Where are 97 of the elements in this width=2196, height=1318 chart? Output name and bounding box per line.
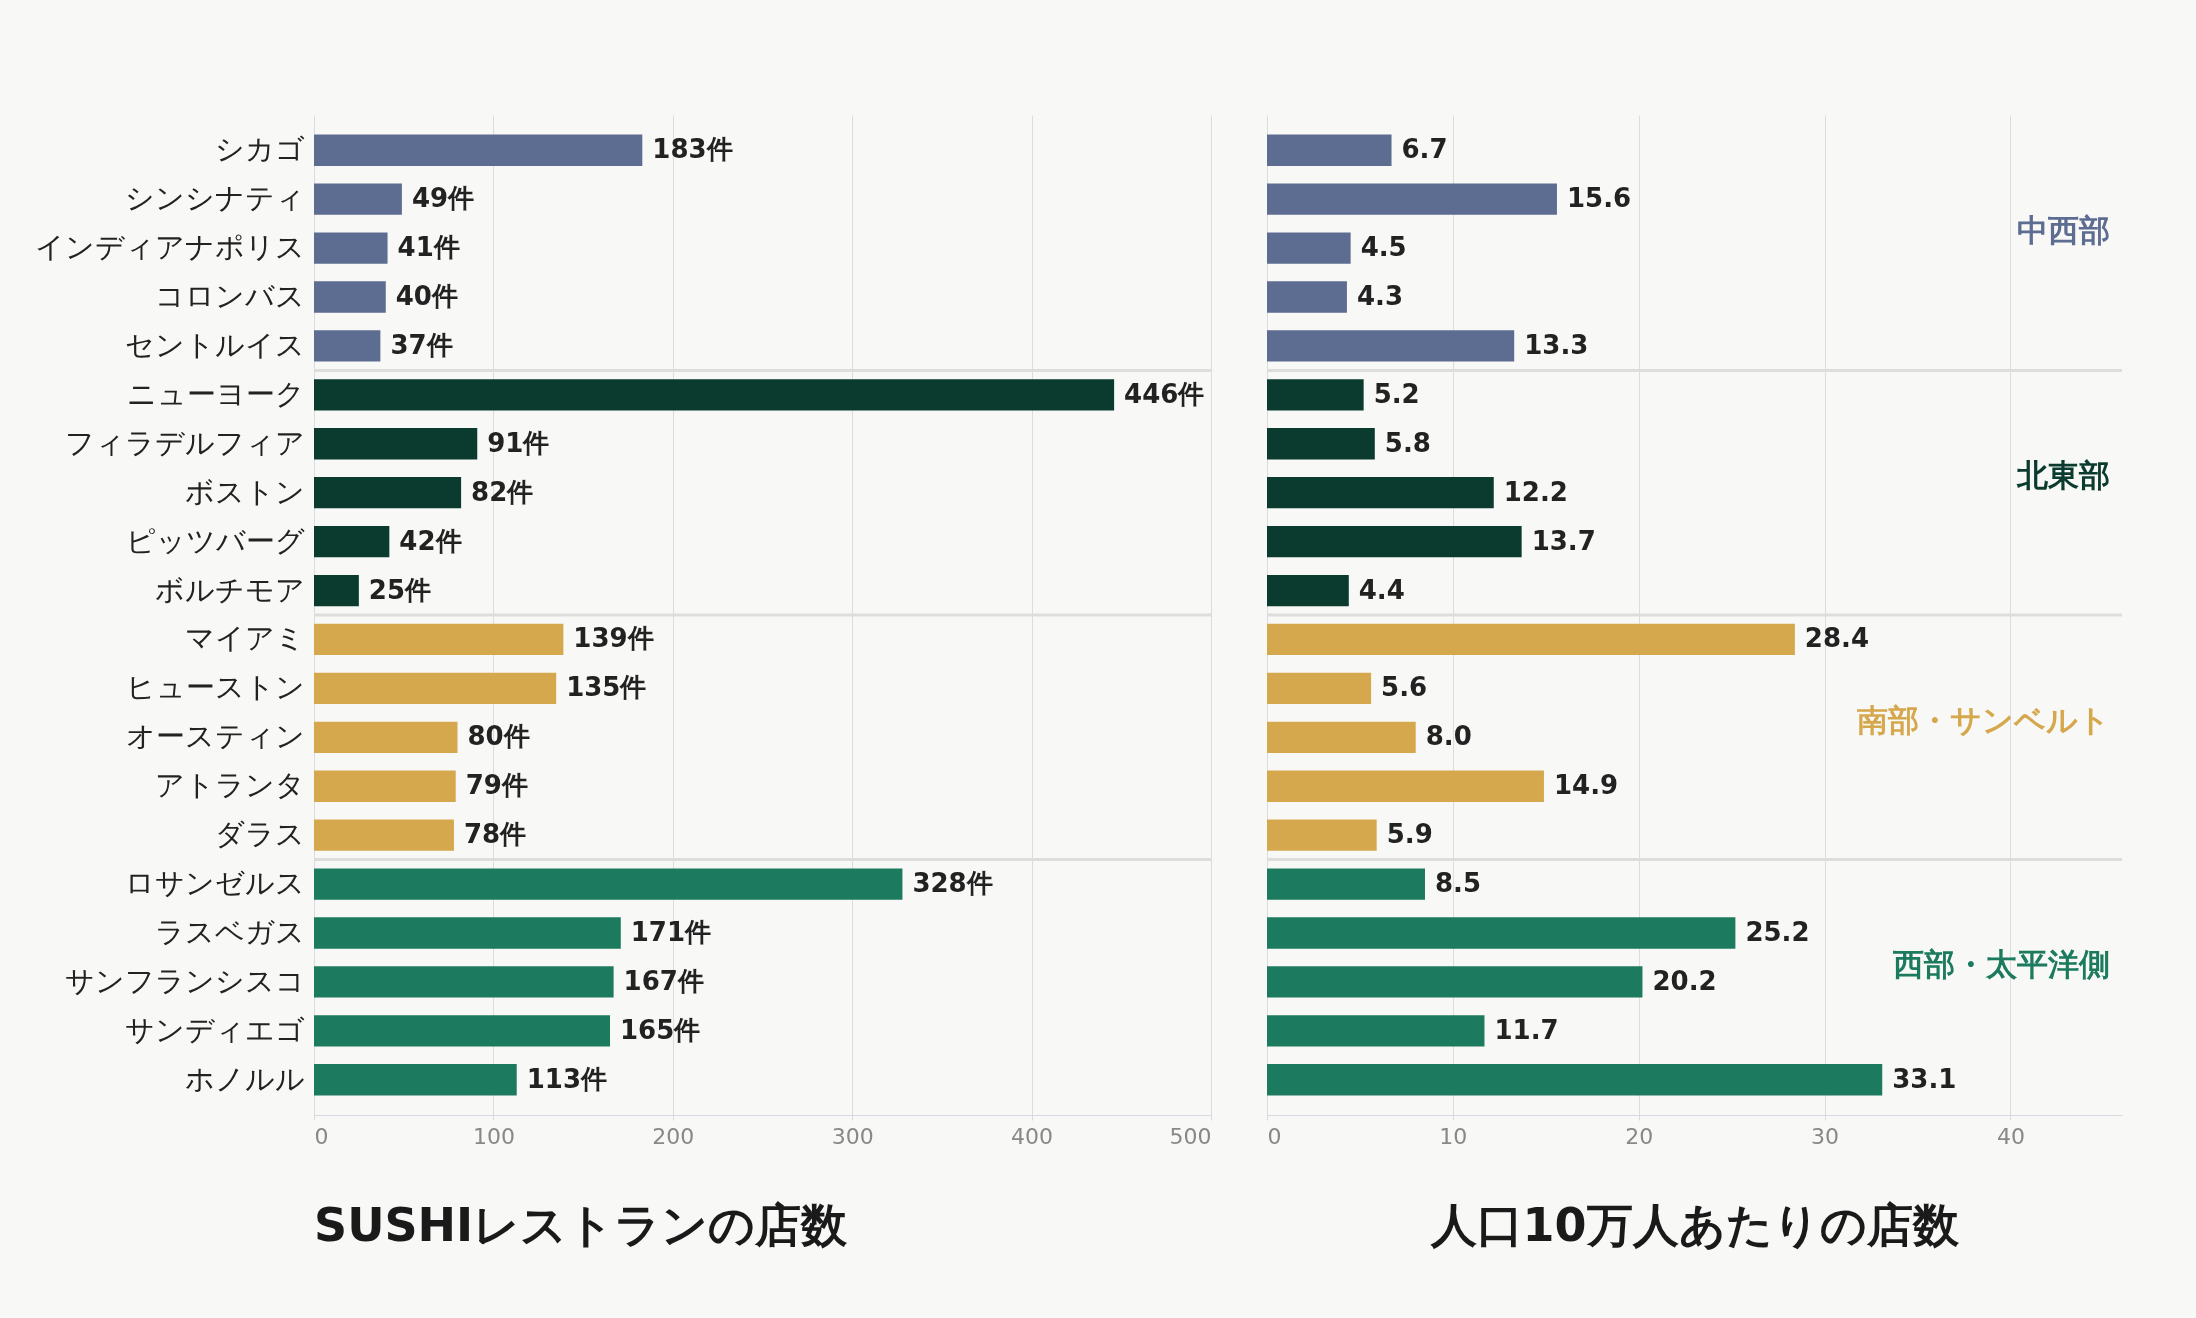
data-label: 15.6: [1566, 183, 1632, 214]
x-tick-label: 30: [1811, 1123, 1840, 1149]
data-label: 4.3: [1356, 281, 1403, 311]
bar: [1267, 525, 1522, 558]
data-label: 5.6: [1381, 672, 1428, 703]
y-tick-label: ダラス: [214, 817, 305, 852]
data-label: 165件: [620, 1014, 701, 1045]
data-label: 49件: [411, 183, 475, 214]
bar: [1267, 966, 1643, 998]
data-label: 171件: [630, 917, 712, 947]
y-tick-label: セントルイス: [124, 327, 305, 362]
data-label: 5.8: [1384, 427, 1431, 458]
x-tick-label: 200: [652, 1123, 695, 1149]
data-label: 37件: [390, 329, 453, 360]
data-label: 91件: [487, 427, 550, 458]
y-tick-label: ラスベガス: [154, 915, 305, 949]
data-label: 8.5: [1434, 868, 1482, 899]
text: 北東部: [2016, 457, 2110, 494]
data-label: 113件: [526, 1063, 607, 1094]
data-label: 167件: [623, 965, 704, 996]
y-tick-label: フィラデルフィア: [64, 425, 305, 460]
data-label: 446件: [1124, 378, 1205, 409]
x-tick-label: 0: [1267, 1123, 1282, 1149]
data-label: 82件: [471, 476, 534, 507]
data-label: 78件: [463, 819, 527, 850]
bar: [1267, 819, 1377, 851]
text: 人口10万人あたりの店数: [1429, 1198, 1960, 1252]
text: 西部・太平洋側: [1892, 946, 2110, 983]
data-label: 14.9: [1553, 770, 1619, 801]
data-label: 139件: [573, 623, 654, 654]
y-tick-label: コロンバス: [154, 279, 305, 313]
data-label: 20.2: [1652, 965, 1717, 996]
data-label: 13.3: [1524, 329, 1589, 360]
bar: [1267, 917, 1736, 949]
y-tick-label: オースティン: [125, 719, 305, 754]
x-tick-label: 10: [1439, 1123, 1468, 1149]
text: 中西部: [2017, 212, 2110, 249]
x-tick-label: 0: [314, 1123, 329, 1149]
y-tick-label: ピッツバーグ: [125, 523, 305, 558]
data-label: 11.7: [1494, 1014, 1559, 1045]
data-label: 4.4: [1358, 574, 1405, 605]
data-label: 25.2: [1745, 917, 1810, 947]
x-tick-label: 20: [1625, 1123, 1654, 1149]
y-tick-label: ホノルル: [184, 1061, 305, 1096]
text: SUSHIレストランの店数: [314, 1198, 849, 1252]
x-tick-label: 100: [472, 1123, 515, 1149]
data-label: 42件: [399, 525, 462, 556]
y-tick-label: ボストン: [184, 474, 305, 509]
data-label: 4.5: [1360, 232, 1407, 263]
bar: [1267, 623, 1795, 656]
data-label: 6.7: [1401, 134, 1448, 165]
bar: [1267, 379, 1364, 411]
data-label: 135件: [566, 672, 647, 703]
y-tick-label: サンフランシスコ: [64, 963, 305, 998]
y-tick-label: アトランタ: [154, 768, 305, 803]
bar: [1267, 183, 1557, 215]
bar: [1267, 477, 1494, 509]
data-label: 33.1: [1892, 1063, 1957, 1094]
y-tick-label: シカゴ: [214, 132, 305, 167]
y-tick-label: サンディエゴ: [124, 1012, 305, 1047]
bar: [1267, 721, 1416, 753]
data-label: 12.2: [1503, 476, 1568, 507]
y-tick-label: インディアナポリス: [34, 230, 305, 265]
data-label: 328件: [912, 868, 993, 899]
data-label: 8.0: [1425, 721, 1472, 752]
data-label: 40件: [395, 281, 458, 311]
data-label: 79件: [465, 770, 528, 801]
bar: [1267, 232, 1351, 264]
bar: [1267, 770, 1544, 802]
bar: [1267, 574, 1349, 607]
data-label: 25件: [368, 574, 432, 605]
bar: [1267, 1015, 1485, 1047]
data-label: 13.7: [1531, 525, 1596, 556]
y-tick-label: マイアミ: [184, 621, 305, 656]
bar: [1267, 330, 1515, 362]
data-label: 41件: [397, 232, 460, 263]
y-tick-label: ニューヨーク: [126, 376, 305, 411]
y-tick-label: ヒューストン: [125, 670, 305, 705]
y-tick-label: ロサンゼルス: [124, 866, 305, 901]
data-label: 80件: [467, 721, 530, 752]
bar: [1267, 672, 1372, 705]
bar: [1267, 1064, 1883, 1096]
y-tick-label: シンシナティ: [124, 181, 305, 216]
data-label: 5.9: [1386, 819, 1433, 850]
bar: [1267, 281, 1347, 313]
text: 南部・サンベルト: [1857, 701, 2110, 738]
bar: [1267, 134, 1392, 166]
bar: [1267, 868, 1425, 900]
y-tick-label: ボルチモア: [154, 572, 305, 607]
x-tick-label: 300: [831, 1123, 874, 1149]
bar: [1267, 428, 1375, 460]
x-tick-label: 400: [1011, 1123, 1054, 1149]
data-label: 28.4: [1804, 623, 1870, 654]
data-label: 183件: [652, 134, 733, 165]
x-tick-label: 500: [1169, 1123, 1212, 1149]
data-label: 5.2: [1373, 378, 1420, 409]
x-tick-label: 40: [1996, 1123, 2025, 1149]
